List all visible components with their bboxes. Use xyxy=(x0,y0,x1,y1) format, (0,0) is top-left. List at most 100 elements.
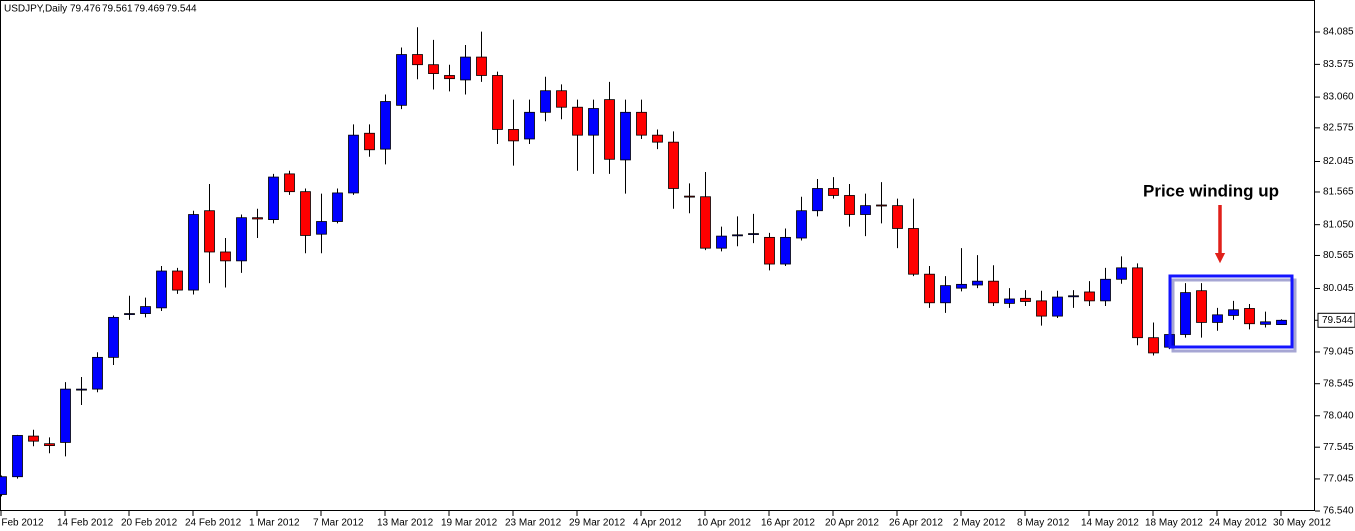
candle-body xyxy=(780,236,791,265)
candle-body xyxy=(652,134,663,143)
x-tick-label: 30 May 2012 xyxy=(1273,518,1331,529)
candle-body xyxy=(1020,297,1031,302)
candle-body xyxy=(204,210,215,253)
x-tick-label: 19 Mar 2012 xyxy=(441,518,498,529)
candle-body xyxy=(348,134,359,194)
y-tick-label: 83.060 xyxy=(1323,92,1354,103)
candle-body xyxy=(60,388,71,443)
candle-body xyxy=(620,111,631,161)
candle-body xyxy=(316,221,327,235)
candle-body xyxy=(732,234,743,237)
highlight-shadow xyxy=(1171,278,1297,353)
y-tick-label: 80.045 xyxy=(1323,283,1354,294)
x-tick-label: 26 Apr 2012 xyxy=(889,518,943,529)
y-tick-label: 84.085 xyxy=(1323,27,1354,38)
candle-body xyxy=(1036,300,1047,317)
x-tick-label: 2 May 2012 xyxy=(953,518,1006,529)
candle-body xyxy=(1180,292,1191,335)
candle-body xyxy=(284,173,295,193)
candle-body xyxy=(1212,314,1223,323)
candle-body xyxy=(1196,290,1207,323)
y-tick-label: 78.040 xyxy=(1323,410,1354,421)
x-tick-label: 29 Mar 2012 xyxy=(569,518,626,529)
candle-body xyxy=(556,90,567,108)
candle-body xyxy=(1148,337,1159,354)
candle-body xyxy=(412,54,423,66)
candle-body xyxy=(1100,278,1111,302)
candle-body xyxy=(572,106,583,136)
candle-body xyxy=(700,196,711,249)
candle-body xyxy=(28,435,39,442)
x-tick-label: 10 Apr 2012 xyxy=(697,518,751,529)
y-tick-label: 79.045 xyxy=(1323,347,1354,358)
candle-body xyxy=(508,129,519,142)
y-tick-label: 76.540 xyxy=(1323,506,1354,517)
candle-body xyxy=(1260,321,1271,325)
x-tick-label: 23 Mar 2012 xyxy=(505,518,562,529)
candle-body xyxy=(604,99,615,160)
candle-body xyxy=(1132,267,1143,339)
header-open: 79.476 xyxy=(70,4,101,15)
x-tick-label: 20 Apr 2012 xyxy=(825,518,879,529)
candle-body xyxy=(1068,295,1079,298)
current-price-label: 79.544 xyxy=(1322,315,1353,326)
candle-body xyxy=(1084,291,1095,302)
candle-body xyxy=(364,132,375,151)
candle-body xyxy=(492,75,503,130)
symbol-title: USDJPY,Daily xyxy=(4,4,67,15)
candle-body xyxy=(124,313,135,315)
candle-body xyxy=(428,64,439,74)
candle-body xyxy=(764,236,775,265)
candle-body xyxy=(332,192,343,222)
candle-body xyxy=(1228,309,1239,316)
candle-body xyxy=(188,214,199,291)
candle-body xyxy=(92,356,103,390)
x-tick-label: 8 May 2012 xyxy=(1017,518,1070,529)
candle-body xyxy=(844,195,855,215)
x-tick-label: 1 Mar 2012 xyxy=(249,518,300,529)
x-tick-label: 7 Mar 2012 xyxy=(313,518,364,529)
candle-body xyxy=(588,108,599,136)
candle-body xyxy=(876,204,887,207)
candle-body xyxy=(396,54,407,106)
candle-body xyxy=(956,283,967,289)
candle-body xyxy=(0,476,7,495)
candle-body xyxy=(156,270,167,309)
candle-body xyxy=(540,90,551,113)
candle-body xyxy=(972,280,983,286)
candle-body xyxy=(220,251,231,262)
current-price-box xyxy=(1317,312,1355,328)
candle-body xyxy=(380,101,391,150)
x-tick-label: 14 Feb 2012 xyxy=(57,518,114,529)
y-tick-label: 77.045 xyxy=(1323,474,1354,485)
candle-body xyxy=(860,205,871,215)
candle-body xyxy=(1004,298,1015,304)
candle-body xyxy=(796,210,807,239)
candle-body xyxy=(140,306,151,314)
x-tick-label: 16 Apr 2012 xyxy=(761,518,815,529)
candle-body xyxy=(828,188,839,196)
x-tick-label: 14 May 2012 xyxy=(1081,518,1139,529)
plot-area xyxy=(0,27,1287,497)
y-tick-label: 78.545 xyxy=(1323,378,1354,389)
y-tick-label: 82.045 xyxy=(1323,156,1354,167)
candle-body xyxy=(44,443,55,447)
y-tick-label: 83.575 xyxy=(1323,59,1354,70)
candle-body xyxy=(908,228,919,275)
header-close: 79.544 xyxy=(166,4,197,15)
candle-body xyxy=(460,56,471,81)
highlight-box xyxy=(1168,274,1294,349)
x-tick-label: 8 Feb 2012 xyxy=(0,518,44,529)
candle-body xyxy=(924,273,935,304)
candle-body xyxy=(636,111,647,136)
x-tick-label: 4 Apr 2012 xyxy=(633,518,682,529)
y-tick-label: 80.565 xyxy=(1323,250,1354,261)
header-low: 79.469 xyxy=(134,4,165,15)
candle-body xyxy=(988,280,999,304)
x-tick-label: 20 Feb 2012 xyxy=(121,518,178,529)
y-tick-label: 81.050 xyxy=(1323,219,1354,230)
candle-body xyxy=(108,316,119,358)
candle-body xyxy=(748,233,759,235)
